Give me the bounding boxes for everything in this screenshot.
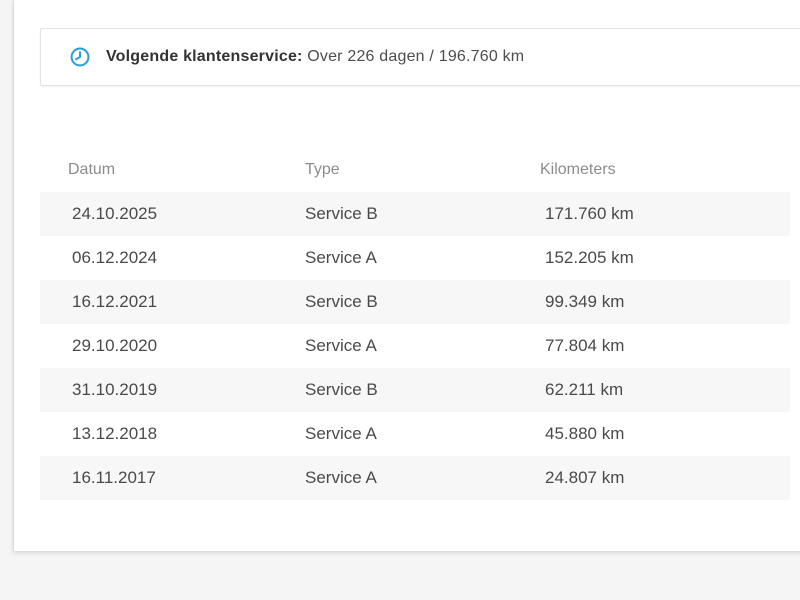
cell-kilometers: 171.760 km [545,204,634,223]
cell-datum: 06.12.2024 [72,248,158,267]
service-history-card: Volgende klantenservice: Over 226 dagen … [13,0,800,551]
cell-kilometers: 99.349 km [545,292,625,311]
column-header-type: Type [305,161,340,178]
table-body: 24.10.2025 Service B 171.760 km 06.12.2024 S… [40,192,790,500]
cell-type: Service A [305,248,377,267]
cell-kilometers: 152.205 km [545,248,634,267]
clock-icon [70,47,90,67]
cell-type: Service B [305,380,378,399]
cell-datum: 13.12.2018 [72,424,158,443]
cell-datum: 16.12.2021 [72,292,158,311]
next-service-text: Volgende klantenservice: Over 226 dagen … [106,48,524,66]
table-row: 16.12.2021 Service B 99.349 km [40,280,790,324]
table-row: 16.11.2017 Service A 24.807 km [40,456,790,500]
next-service-value: Over 226 dagen / 196.760 km [307,48,525,65]
next-service-banner: Volgende klantenservice: Over 226 dagen … [40,28,800,86]
table-row: 29.10.2020 Service A 77.804 km [40,324,790,368]
cell-datum: 29.10.2020 [72,336,158,355]
cell-type: Service A [305,424,377,443]
cell-type: Service A [305,336,377,355]
table-row: 31.10.2019 Service B 62.211 km [40,368,790,412]
cell-datum: 24.10.2025 [72,204,158,223]
table-header-row: Datum Type Kilometers [40,148,790,192]
table-row: 06.12.2024 Service A 152.205 km [40,236,790,280]
cell-datum: 16.11.2017 [72,468,156,487]
table-row: 24.10.2025 Service B 171.760 km [40,192,790,236]
column-header-datum: Datum [68,161,116,178]
next-service-label: Volgende klantenservice: [106,48,303,65]
cell-kilometers: 62.211 km [545,380,624,399]
column-header-kilometers: Kilometers [540,161,616,178]
table-row: 13.12.2018 Service A 45.880 km [40,412,790,456]
cell-kilometers: 77.804 km [545,336,625,355]
cell-datum: 31.10.2019 [72,380,158,399]
cell-type: Service A [305,468,377,487]
cell-kilometers: 24.807 km [545,468,625,487]
cell-type: Service B [305,292,378,311]
cell-type: Service B [305,204,378,223]
cell-kilometers: 45.880 km [545,424,625,443]
